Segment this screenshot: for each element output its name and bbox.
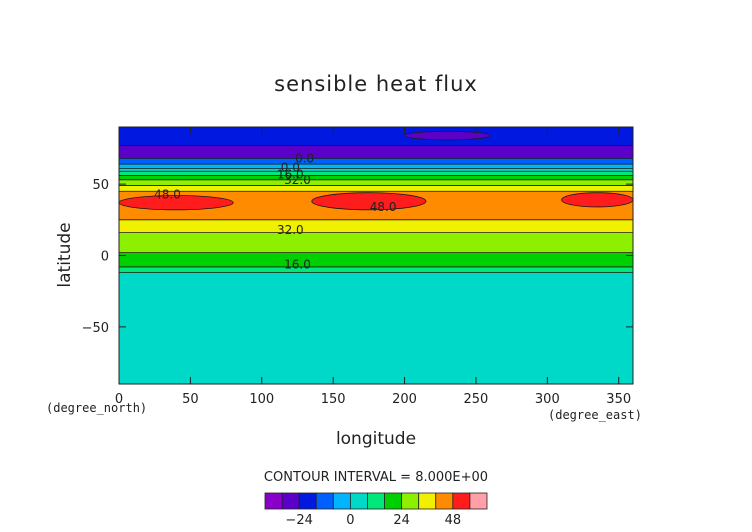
contour-band <box>119 219 633 233</box>
colorbar-tick-label: −24 <box>285 513 312 528</box>
contour-patch <box>311 192 427 211</box>
contour-band <box>119 252 633 267</box>
contour-band <box>119 158 633 165</box>
colorbar-swatch <box>452 492 471 510</box>
x-tick-label: 0 <box>115 392 123 407</box>
contour-band <box>119 145 633 159</box>
contour-band <box>119 127 633 146</box>
colorbar-swatch <box>367 492 385 510</box>
chart-title: sensible heat flux <box>274 72 478 96</box>
contour-band <box>119 168 633 172</box>
contour-label: 48.0 <box>370 200 397 214</box>
contour-band <box>119 171 633 176</box>
y-tick-label: 0 <box>101 250 109 265</box>
contour-band <box>119 179 633 186</box>
colorbar-swatch <box>332 492 351 510</box>
colorbar-swatch <box>264 492 283 510</box>
contour-band <box>119 175 633 180</box>
x-axis-label: longitude <box>336 429 416 449</box>
colorbar-swatch <box>315 492 334 510</box>
colorbar-swatch <box>435 492 454 510</box>
colorbar-swatch <box>281 492 300 510</box>
contour-patch <box>561 192 634 208</box>
plot-area: 48.048.032.016.032.00.016.00.0 <box>118 126 634 385</box>
colorbar-swatch <box>469 492 488 510</box>
colorbar: −24 0 24 48 <box>264 492 488 528</box>
contour-label: 16.0 <box>284 257 311 271</box>
contour-label: 32.0 <box>284 173 311 187</box>
contour-label: 0.0 <box>295 152 314 166</box>
contour-patch <box>404 130 491 141</box>
colorbar-swatch <box>418 492 437 510</box>
x-tick-label: 50 <box>182 392 199 407</box>
colorbar-tick-label: 0 <box>346 513 354 528</box>
x-tick-label: 200 <box>392 392 417 407</box>
contour-label: 16.0 <box>277 167 304 181</box>
colorbar-swatch <box>384 492 403 510</box>
colorbar-tick-label: 48 <box>445 513 462 528</box>
x-tick-label: 150 <box>321 392 346 407</box>
contour-interval-text: CONTOUR INTERVAL = 8.000E+00 <box>264 470 488 485</box>
x-axis: 0 50 100 150 200 250 300 350 <box>115 127 631 407</box>
colorbar-swatch <box>349 492 368 510</box>
contour-label: 48.0 <box>154 187 181 201</box>
colorbar-swatch <box>401 492 420 510</box>
colorbar-swatch <box>298 492 317 510</box>
x-tick-label: 100 <box>249 392 274 407</box>
contour-band <box>119 266 633 273</box>
contour-band <box>119 164 633 169</box>
contour-label: 0.0 <box>281 160 300 174</box>
x-tick-label: 300 <box>535 392 560 407</box>
x-unit-label: (degree_east) <box>548 408 642 422</box>
x-tick-label: 250 <box>464 392 489 407</box>
y-unit-label: (degree_north) <box>46 401 147 415</box>
contour-band <box>119 185 633 192</box>
y-axis-label: latitude <box>55 222 75 287</box>
y-tick-label: −50 <box>82 321 109 336</box>
colorbar-tick-label: 24 <box>393 513 410 528</box>
contour-band <box>119 232 633 253</box>
contour-label: 32.0 <box>277 223 304 237</box>
contour-band <box>119 272 633 384</box>
y-tick-label: 50 <box>92 178 109 193</box>
y-axis: −50 0 50 <box>82 178 633 336</box>
x-tick-label: 350 <box>606 392 631 407</box>
